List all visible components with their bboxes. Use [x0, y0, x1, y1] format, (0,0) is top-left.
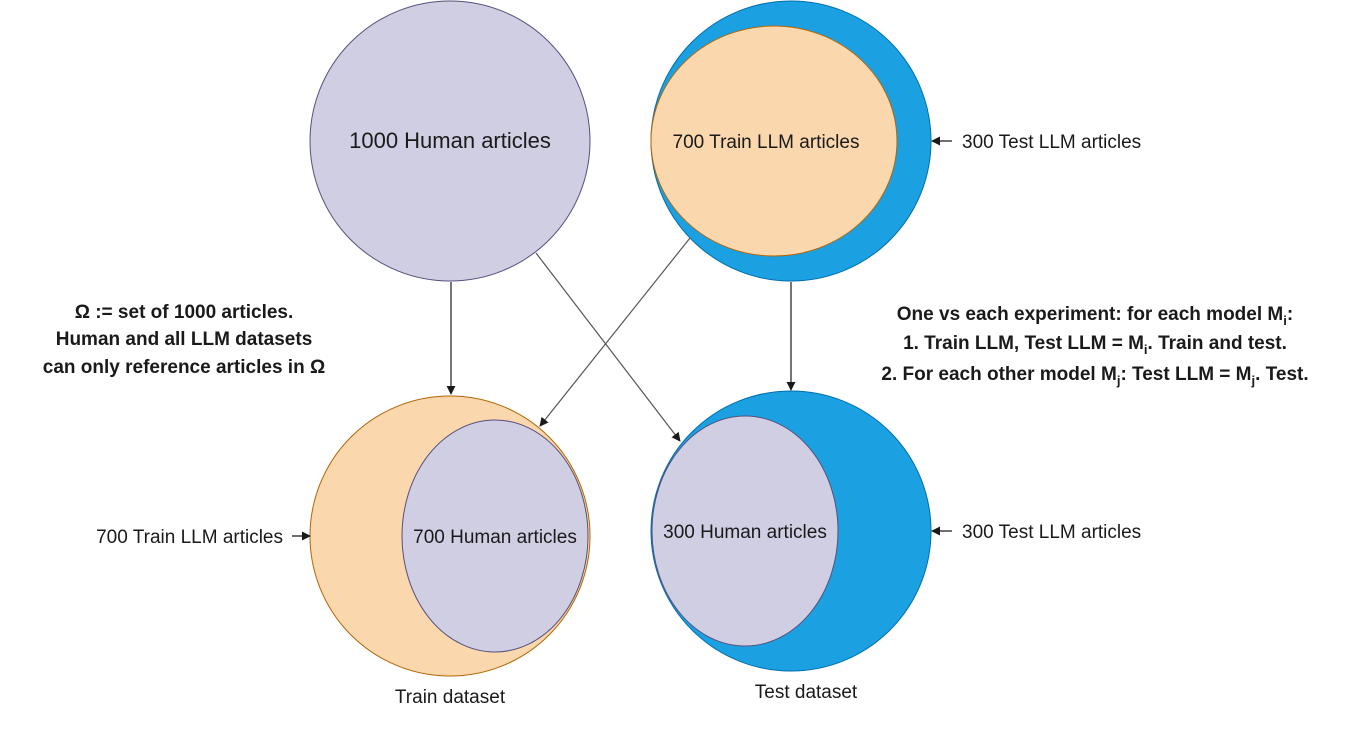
- train-llm-label-bottom: 700 Train LLM articles: [96, 527, 283, 548]
- train-human-label: 700 Human articles: [413, 527, 577, 548]
- human-articles-circle: [309, 0, 591, 282]
- arrow-human-to-test: [535, 252, 681, 442]
- experiment-note-line3: 2. For each other model Mj: Test LLM = M…: [881, 364, 1308, 388]
- train-llm-circle-top: [650, 25, 898, 257]
- test-llm-label-bottom: 300 Test LLM articles: [962, 522, 1141, 543]
- test-llm-label-top: 300 Test LLM articles: [962, 132, 1141, 153]
- arrow-train-llm-to-train: [539, 237, 691, 427]
- test-dataset-caption: Test dataset: [755, 682, 858, 703]
- experiment-note-line2: 1. Train LLM, Test LLM = Mi. Train and t…: [903, 333, 1287, 357]
- omega-note-line3: can only reference articles in Ω: [43, 357, 325, 378]
- human-articles-label: 1000 Human articles: [349, 128, 551, 153]
- omega-note-line2: Human and all LLM datasets: [56, 329, 313, 350]
- test-human-label: 300 Human articles: [663, 522, 827, 543]
- train-human-circle-bottom: [401, 419, 589, 653]
- train-llm-label-top: 700 Train LLM articles: [673, 132, 860, 153]
- test-human-circle-bottom: [651, 415, 839, 647]
- omega-note-line1: Ω := set of 1000 articles.: [75, 302, 294, 323]
- experiment-note-line1: One vs each experiment: for each model M…: [897, 304, 1293, 328]
- train-dataset-caption: Train dataset: [395, 687, 506, 708]
